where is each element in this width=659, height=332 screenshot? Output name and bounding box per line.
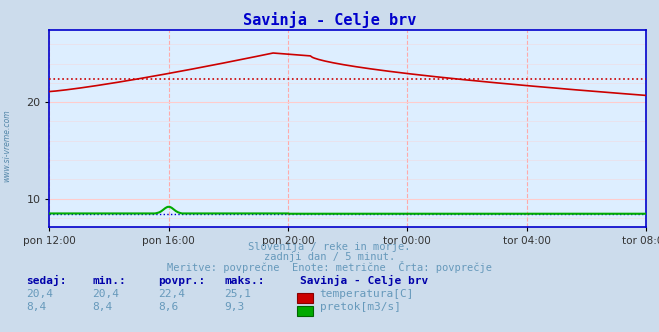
Text: 25,1: 25,1 [224, 289, 251, 299]
Text: povpr.:: povpr.: [158, 276, 206, 286]
Text: 20,4: 20,4 [92, 289, 119, 299]
Text: maks.:: maks.: [224, 276, 264, 286]
Text: Savinja - Celje brv: Savinja - Celje brv [300, 275, 428, 286]
Text: sedaj:: sedaj: [26, 275, 67, 286]
Text: Savinja - Celje brv: Savinja - Celje brv [243, 12, 416, 29]
Text: pretok[m3/s]: pretok[m3/s] [320, 302, 401, 312]
Text: www.si-vreme.com: www.si-vreme.com [2, 110, 11, 182]
Text: 8,4: 8,4 [92, 302, 113, 312]
Text: Meritve: povprečne  Enote: metrične  Črta: povprečje: Meritve: povprečne Enote: metrične Črta:… [167, 261, 492, 273]
Text: Slovenija / reke in morje.: Slovenija / reke in morje. [248, 242, 411, 252]
Text: zadnji dan / 5 minut.: zadnji dan / 5 minut. [264, 252, 395, 262]
Text: 9,3: 9,3 [224, 302, 244, 312]
Text: temperatura[C]: temperatura[C] [320, 289, 414, 299]
Text: min.:: min.: [92, 276, 126, 286]
Text: 20,4: 20,4 [26, 289, 53, 299]
Text: 8,4: 8,4 [26, 302, 47, 312]
Text: 22,4: 22,4 [158, 289, 185, 299]
Text: 8,6: 8,6 [158, 302, 179, 312]
